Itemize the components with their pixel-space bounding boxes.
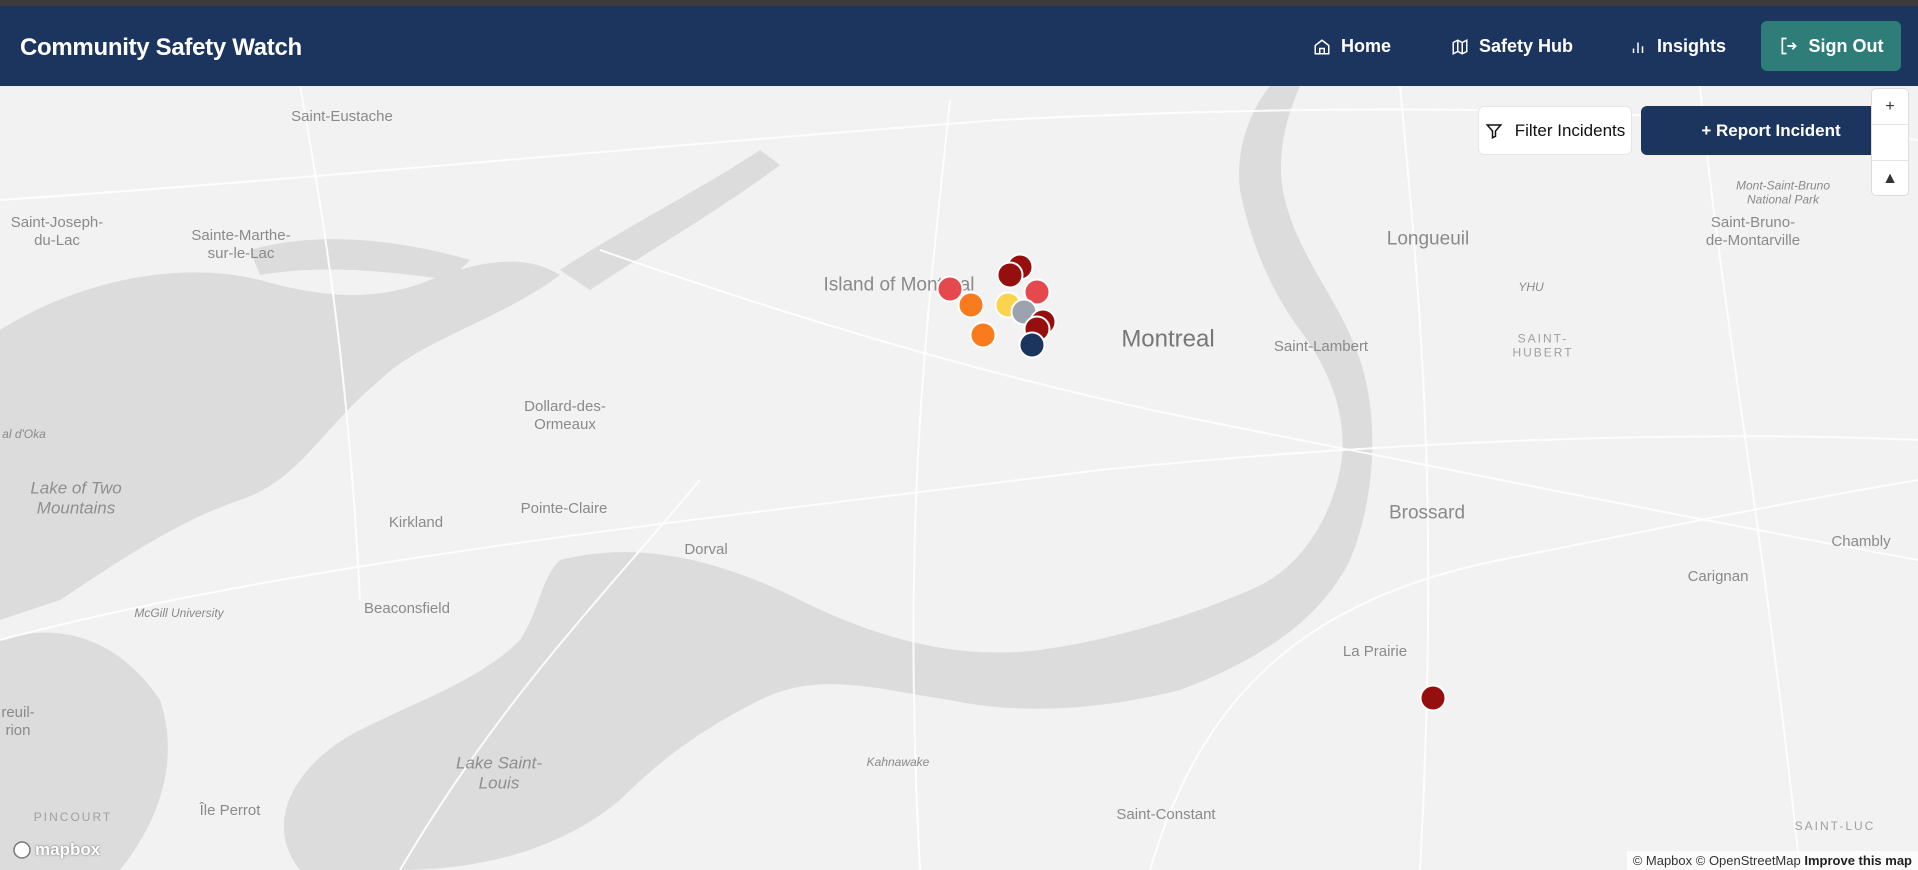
filter-icon	[1485, 123, 1503, 139]
app-title: Community Safety Watch	[20, 34, 302, 61]
map-place-label: PINCOURT	[33, 809, 113, 824]
log-out-icon	[1781, 37, 1797, 55]
map-place-label: al d'Oka	[2, 426, 46, 441]
incident-marker[interactable]	[996, 261, 1024, 289]
zoom-out-button[interactable]	[1872, 125, 1908, 161]
map-place-label: Beaconsfield	[364, 600, 450, 617]
incident-marker[interactable]	[936, 275, 964, 303]
map-place-label: Longueuil	[1386, 228, 1470, 250]
filter-incidents-button[interactable]: Filter Incidents	[1478, 106, 1632, 155]
window-top-strip	[0, 0, 1918, 6]
map-place-label: Saint-Lambert	[1273, 338, 1369, 355]
incident-marker[interactable]	[1018, 331, 1046, 359]
map-place-label: Sainte-Marthe- sur-le-Lac	[191, 227, 291, 262]
map-place-label: Montreal	[1121, 325, 1215, 353]
sign-out-button[interactable]: Sign Out	[1761, 21, 1901, 71]
map-place-label: McGill University	[134, 605, 224, 620]
map-place-label: Kirkland	[388, 514, 444, 531]
map-place-label: La Prairie	[1342, 643, 1408, 660]
map-place-label: SAINT- HUBERT	[1512, 331, 1574, 360]
map-place-label: SAINT-LUC	[1794, 818, 1876, 833]
map-place-label: Kahnawake	[866, 754, 930, 769]
mapbox-logo-text: mapbox	[35, 840, 101, 859]
map-place-label: Lake of Two Mountains	[30, 478, 122, 518]
zoom-in-button[interactable]: +	[1872, 89, 1908, 125]
map-attribution: © Mapbox © OpenStreetMap Improve this ma…	[1626, 851, 1918, 870]
incident-map[interactable]: Saint-Eustache Saint-Joseph- du-Lac Sainte…	[0, 86, 1918, 870]
home-icon	[1314, 38, 1330, 54]
map-place-label: Saint-Joseph- du-Lac	[10, 214, 104, 249]
map-icon	[1452, 38, 1468, 55]
incident-marker[interactable]	[969, 321, 997, 349]
map-place-label: Île Perrot	[199, 802, 261, 819]
map-place-label: Pointe-Claire	[520, 500, 608, 517]
sign-out-label: Sign Out	[1808, 35, 1884, 56]
map-basemap	[0, 86, 1918, 870]
nav-label: Home	[1341, 36, 1392, 56]
map-place-label: YHU	[1518, 279, 1544, 294]
map-place-label: Dollard-des- Ormeaux	[524, 398, 606, 433]
map-place-label: Lake Saint- Louis	[456, 753, 542, 793]
map-place-label: Carignan	[1687, 568, 1749, 585]
map-place-label: Saint-Bruno- de-Montarville	[1705, 214, 1801, 249]
navbar: Community Safety Watch Home Safety Hub I…	[0, 6, 1918, 86]
map-place-label: reuil- rion	[1, 704, 35, 739]
nav-insights[interactable]: Insights	[1629, 36, 1726, 57]
map-place-label: Saint-Constant	[1116, 806, 1216, 823]
incident-marker[interactable]	[1419, 684, 1447, 712]
map-place-label: Saint-Eustache	[291, 108, 393, 125]
bar-chart-icon	[1632, 42, 1644, 53]
filter-label: Filter Incidents	[1514, 120, 1626, 140]
compass-button[interactable]: ▲	[1882, 170, 1898, 187]
report-incident-button[interactable]: + Report Incident	[1641, 106, 1901, 155]
map-place-label: Dorval	[684, 541, 728, 558]
nav-label: Safety Hub	[1479, 36, 1574, 56]
map-navigation-control: + ▲	[1871, 88, 1909, 196]
mapbox-logo[interactable]: mapbox	[12, 840, 100, 860]
nav-home[interactable]: Home	[1313, 36, 1391, 57]
nav-label: Insights	[1657, 36, 1727, 56]
attribution-text: © Mapbox © OpenStreetMap	[1632, 853, 1801, 868]
incident-marker[interactable]	[957, 291, 985, 319]
improve-map-link[interactable]: Improve this map	[1804, 853, 1912, 868]
map-place-label: Mont-Saint-Bruno National Park	[1735, 178, 1831, 207]
nav-safety-hub[interactable]: Safety Hub	[1451, 36, 1573, 57]
mapbox-logo-icon	[13, 841, 31, 859]
map-place-label: Brossard	[1388, 502, 1466, 524]
map-place-label: Chambly	[1831, 533, 1891, 550]
